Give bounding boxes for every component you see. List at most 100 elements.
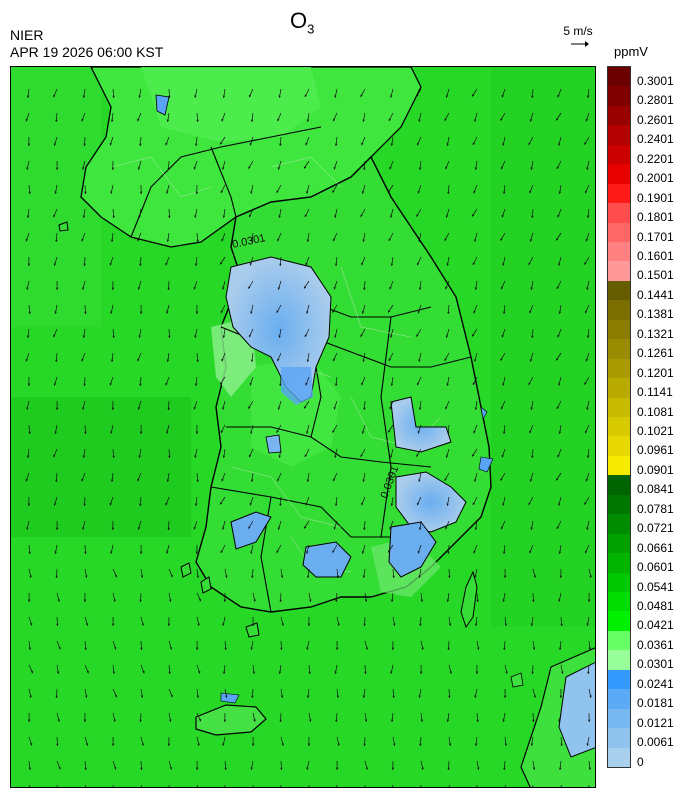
blue-zone-south-coast xyxy=(302,541,352,578)
wind-arrow-icon xyxy=(336,784,338,787)
wind-arrowhead-icon xyxy=(110,431,113,434)
blue-zone-seoul-core xyxy=(281,367,313,405)
wind-arrowhead-icon xyxy=(309,599,312,602)
wind-arrowhead-icon xyxy=(476,719,479,722)
wind-arrowhead-icon xyxy=(335,767,339,770)
wind-arrowhead-icon xyxy=(84,431,87,434)
wind-arrowhead-icon xyxy=(81,358,84,362)
wind-arrowhead-icon xyxy=(586,623,589,626)
wind-arrowhead-icon xyxy=(559,695,563,698)
wind-arrowhead-icon xyxy=(585,310,588,314)
wind-arrowhead-icon xyxy=(280,647,283,650)
wind-arrowhead-icon xyxy=(82,335,86,338)
wind-arrowhead-icon xyxy=(253,719,256,722)
wind-arrowhead-icon xyxy=(584,142,587,145)
wind-arrowhead-icon xyxy=(109,383,112,386)
wind-arrowhead-icon xyxy=(333,167,336,170)
wind-arrowhead-icon xyxy=(503,767,506,770)
wind-arrowhead-icon xyxy=(279,599,282,602)
legend-tick-label: 0.1601 xyxy=(637,249,674,263)
wind-arrowhead-icon xyxy=(391,767,395,770)
wind-arrowhead-icon xyxy=(474,119,477,122)
wind-arrowhead-icon xyxy=(307,743,311,746)
wind-arrowhead-icon xyxy=(530,407,533,410)
wind-arrowhead-icon xyxy=(29,695,32,698)
wind-arrowhead-icon xyxy=(166,239,170,242)
wind-arrowhead-icon xyxy=(304,334,307,337)
wind-arrowhead-icon xyxy=(140,647,143,650)
wind-arrowhead-icon xyxy=(474,359,477,362)
wind-arrowhead-icon xyxy=(82,215,86,218)
wind-arrowhead-icon xyxy=(110,311,113,314)
legend-swatch xyxy=(608,475,630,496)
wind-arrowhead-icon xyxy=(58,646,61,650)
wind-arrowhead-icon xyxy=(27,383,31,386)
wind-arrowhead-icon xyxy=(56,623,59,626)
wind-arrowhead-icon xyxy=(388,238,391,241)
wind-arrow-icon xyxy=(504,784,506,787)
wind-arrowhead-icon xyxy=(84,551,87,554)
wind-arrowhead-icon xyxy=(57,599,60,602)
wind-arrowhead-icon xyxy=(277,358,280,362)
wind-arrowhead-icon xyxy=(364,719,368,722)
wind-arrowhead-icon xyxy=(28,551,31,554)
wind-arrowhead-icon xyxy=(505,671,508,674)
wind-arrowhead-icon xyxy=(195,503,198,506)
wind-arrowhead-icon xyxy=(198,718,201,722)
wind-arrowhead-icon xyxy=(416,334,419,337)
wind-arrowhead-icon xyxy=(307,623,311,626)
wind-arrowhead-icon xyxy=(111,623,115,626)
wind-arrowhead-icon xyxy=(139,143,142,146)
wind-arrowhead-icon xyxy=(476,599,479,602)
wind-arrowhead-icon xyxy=(195,551,199,554)
wind-arrowhead-icon xyxy=(362,119,365,122)
wind-arrowhead-icon xyxy=(276,550,279,553)
wind-arrowhead-icon xyxy=(419,407,422,410)
wind-arrowhead-icon xyxy=(501,335,504,338)
wind-arrowhead-icon xyxy=(83,503,86,506)
wind-arrowhead-icon xyxy=(531,95,534,98)
legend-swatch xyxy=(608,650,630,671)
legend-tick-label: 0.2201 xyxy=(637,151,674,166)
wind-arrowhead-icon xyxy=(586,167,589,170)
wind-arrowhead-icon xyxy=(558,143,561,146)
wind-arrowhead-icon xyxy=(447,191,450,194)
wind-arrowhead-icon xyxy=(419,623,422,626)
wind-arrowhead-icon xyxy=(558,383,561,386)
jeju-island xyxy=(195,704,267,736)
wind-arrowhead-icon xyxy=(139,503,142,506)
wind-arrowhead-icon xyxy=(251,695,254,698)
wind-arrowhead-icon xyxy=(421,647,424,650)
legend-tick-label: 0.0721 xyxy=(637,521,674,536)
wind-arrowhead-icon xyxy=(193,167,196,170)
wind-arrowhead-icon xyxy=(55,359,58,362)
wind-arrowhead-icon xyxy=(362,239,365,242)
wind-arrowhead-icon xyxy=(251,575,254,578)
wind-arrowhead-icon xyxy=(501,215,504,218)
wind-arrowhead-icon xyxy=(249,334,252,338)
wind-arrowhead-icon xyxy=(220,190,223,193)
wind-arrowhead-icon xyxy=(448,623,452,626)
wind-arrowhead-icon xyxy=(390,455,393,458)
wind-arrowhead-icon xyxy=(445,406,448,410)
wind-arrowhead-icon xyxy=(557,454,560,458)
wind-arrowhead-icon xyxy=(420,599,423,602)
wind-arrowhead-icon xyxy=(447,551,450,554)
wind-arrowhead-icon xyxy=(419,167,422,170)
wind-arrowhead-icon xyxy=(114,647,117,650)
wind-arrowhead-icon xyxy=(444,238,447,241)
wind-arrowhead-icon xyxy=(477,647,480,650)
wind-arrowhead-icon xyxy=(474,479,477,482)
wind-arrowhead-icon xyxy=(278,671,282,674)
wind-arrowhead-icon xyxy=(503,647,506,650)
wind-arrowhead-icon xyxy=(392,575,395,578)
wind-arrow-icon xyxy=(588,784,590,787)
wind-arrowhead-icon xyxy=(167,743,171,746)
wind-arrow-icon xyxy=(84,784,87,787)
wind-arrowhead-icon xyxy=(306,647,309,650)
wind-arrowhead-icon xyxy=(557,334,560,338)
wind-arrowhead-icon xyxy=(25,119,28,122)
wind-arrowhead-icon xyxy=(558,719,561,722)
wind-arrowhead-icon xyxy=(113,719,116,722)
wind-arrowhead-icon xyxy=(223,719,227,722)
